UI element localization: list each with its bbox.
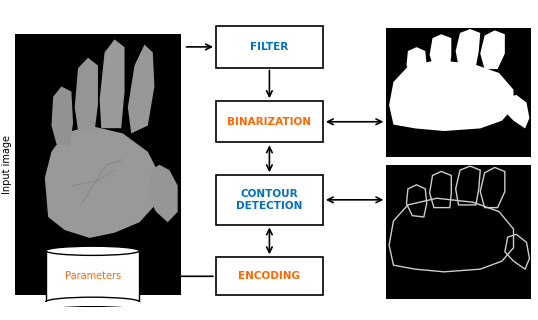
Polygon shape (505, 95, 529, 128)
Text: Parameters: Parameters (65, 271, 121, 281)
Polygon shape (128, 44, 154, 133)
Polygon shape (407, 47, 427, 78)
Ellipse shape (46, 246, 139, 255)
FancyBboxPatch shape (216, 26, 323, 68)
FancyBboxPatch shape (15, 34, 181, 295)
Text: BINARIZATION: BINARIZATION (228, 117, 312, 127)
Ellipse shape (46, 297, 139, 306)
FancyBboxPatch shape (386, 165, 531, 299)
FancyBboxPatch shape (45, 302, 140, 306)
Polygon shape (100, 39, 124, 128)
Text: FILTER: FILTER (250, 42, 288, 52)
Polygon shape (456, 29, 480, 67)
FancyBboxPatch shape (46, 251, 139, 302)
Text: ENCODING: ENCODING (238, 271, 300, 281)
FancyBboxPatch shape (216, 101, 323, 142)
Text: Input image: Input image (2, 135, 12, 194)
FancyBboxPatch shape (386, 28, 531, 157)
Text: CONTOUR
DETECTION: CONTOUR DETECTION (236, 188, 302, 211)
FancyBboxPatch shape (216, 257, 323, 295)
Polygon shape (430, 34, 451, 69)
Polygon shape (52, 86, 73, 147)
Polygon shape (45, 125, 161, 238)
Polygon shape (148, 165, 178, 222)
Polygon shape (480, 30, 505, 69)
Polygon shape (389, 60, 513, 131)
Polygon shape (75, 58, 98, 131)
FancyBboxPatch shape (216, 175, 323, 225)
